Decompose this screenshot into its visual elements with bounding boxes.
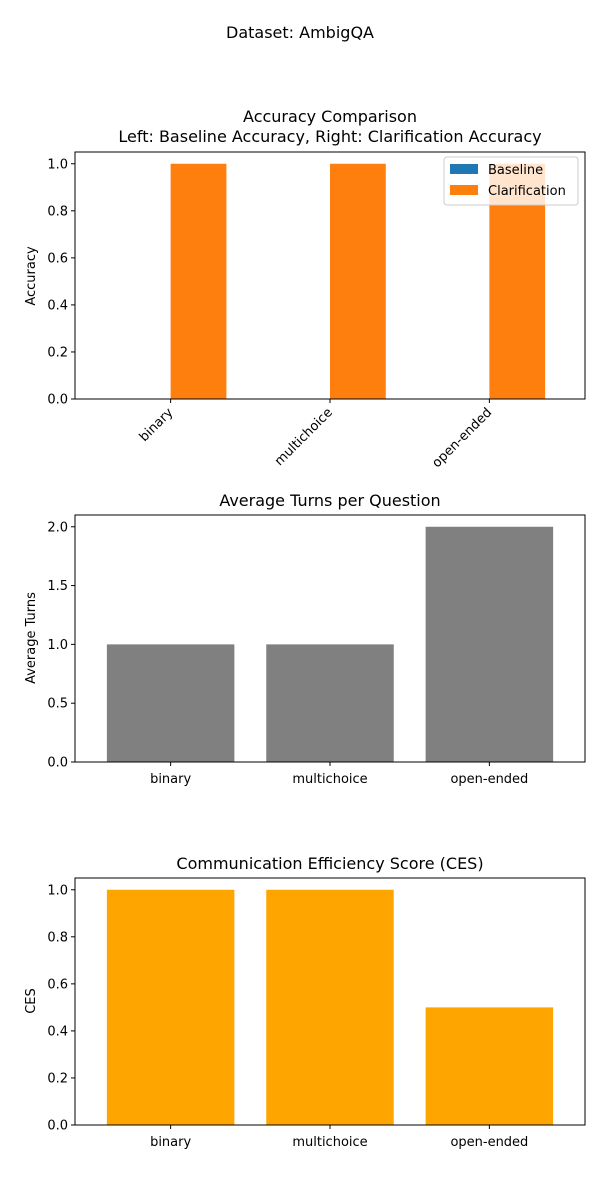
x-tick-label-multichoice: multichoice [292,772,367,787]
y-tick-label: 0.4 [47,1024,68,1039]
legend-swatch-baseline [450,164,478,174]
y-tick-label: 0.8 [47,204,68,219]
accuracy-chart-ylabel: Accuracy [24,246,39,306]
accuracy-chart-legend: Baseline Clarification [443,156,579,206]
x-tick-label-open-ended: open-ended [450,1135,528,1150]
bar-open-ended [425,526,554,762]
ces-chart-marks: 0.0 0.2 0.4 0.6 0.8 1.0 binary multichoice open-… [47,877,586,1150]
x-tick-label-binary: binary [150,1135,191,1150]
y-tick-label: 0.0 [47,393,68,408]
bar-binary [106,889,235,1125]
average-turns-chart-ylabel: Average Turns [24,592,39,684]
y-tick-label: 1.0 [47,883,68,898]
bar-multichoice [266,889,394,1125]
average-turns-chart-title: Average Turns per Question [219,491,440,510]
x-tick-label-open-ended: open-ended [450,772,528,787]
figure-suptitle: Dataset: AmbigQA [226,23,374,42]
legend-label-baseline: Baseline [488,163,543,178]
bar-open-ended [425,1007,554,1125]
y-tick-label: 2.0 [47,520,68,535]
bar-binary [106,644,235,762]
accuracy-chart-title-line1: Accuracy Comparison [243,107,417,126]
bar-clarification-binary [170,163,227,399]
legend-label-clarification: Clarification [488,184,566,199]
y-tick-label: 0.0 [47,1119,68,1134]
ces-chart-title: Communication Efficiency Score (CES) [176,854,483,873]
x-tick-label-binary: binary [150,772,191,787]
ces-chart-ylabel: CES [24,988,39,1014]
average-turns-chart: Average Turns per Question Average Turns… [24,491,586,787]
y-tick-label: 0.5 [47,697,68,712]
ces-chart: Communication Efficiency Score (CES) CES… [24,854,586,1150]
bar-multichoice [266,644,394,762]
y-tick-label: 0.0 [47,756,68,771]
y-tick-label: 0.6 [47,251,68,266]
y-tick-label: 0.2 [47,1071,68,1086]
y-tick-label: 0.8 [47,930,68,945]
y-tick-label: 0.2 [47,345,68,360]
y-tick-label: 1.0 [47,157,68,172]
accuracy-comparison-chart: Accuracy Comparison Left: Baseline Accur… [24,107,586,471]
y-tick-label: 1.5 [47,579,68,594]
average-turns-chart-marks: 0.0 0.5 1.0 1.5 2.0 binary multichoice open-end… [47,514,586,787]
y-tick-label: 0.4 [47,298,68,313]
accuracy-chart-title-line2: Left: Baseline Accuracy, Right: Clarific… [118,127,541,146]
x-tick-label-multichoice: multichoice [292,1135,367,1150]
y-tick-label: 0.6 [47,977,68,992]
y-tick-label: 1.0 [47,638,68,653]
legend-swatch-clarification [450,185,478,195]
bar-clarification-multichoice [330,163,386,399]
